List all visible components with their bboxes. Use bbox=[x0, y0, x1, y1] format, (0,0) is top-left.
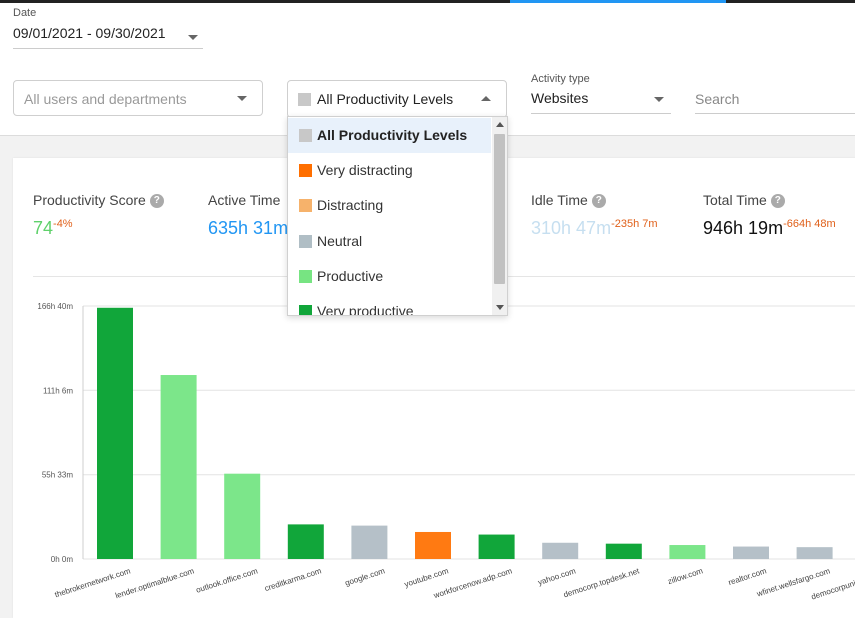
y-tick-label: 166h 40m bbox=[37, 302, 73, 311]
productivity-level-select[interactable]: All Productivity Levels bbox=[287, 80, 507, 118]
bar[interactable] bbox=[415, 531, 451, 559]
bar[interactable] bbox=[605, 543, 642, 559]
date-label: Date bbox=[13, 7, 37, 19]
users-departments-select[interactable]: All users and departments bbox=[13, 80, 263, 116]
option-swatch bbox=[299, 270, 312, 283]
total-time-value: 946h 19m-664h 48m bbox=[703, 218, 836, 238]
total-time-title: Total Time? bbox=[703, 192, 785, 209]
dropdown-option-productive[interactable]: Productive bbox=[288, 259, 491, 294]
x-tick-label: youtube.com bbox=[403, 566, 450, 589]
active-time-title: Active Time bbox=[208, 192, 281, 208]
bar[interactable] bbox=[478, 534, 515, 559]
scroll-up-arrow-icon[interactable] bbox=[496, 122, 504, 127]
bar[interactable] bbox=[287, 524, 324, 559]
option-swatch bbox=[299, 199, 312, 212]
x-tick-label: realtor.com bbox=[727, 566, 768, 587]
activity-type-underline bbox=[531, 113, 671, 114]
y-tick-label: 111h 6m bbox=[43, 386, 73, 395]
x-tick-label: creditkarma.com bbox=[263, 566, 322, 593]
bar[interactable] bbox=[351, 525, 388, 559]
bar[interactable] bbox=[224, 473, 261, 559]
productivity-score-title: Productivity Score? bbox=[33, 192, 164, 209]
idle-time-value: 310h 47m-235h 7m bbox=[531, 218, 658, 238]
x-tick-label: outlook.office.com bbox=[195, 566, 259, 595]
option-swatch bbox=[299, 305, 312, 315]
dropdown-option-neutral[interactable]: Neutral bbox=[288, 224, 491, 259]
productivity-score-value: 74-4% bbox=[33, 218, 73, 238]
bar[interactable] bbox=[97, 307, 133, 559]
chevron-down-icon[interactable] bbox=[188, 35, 198, 40]
option-swatch bbox=[299, 164, 312, 177]
x-tick-label: zillow.com bbox=[667, 566, 705, 586]
idle-time-delta: -235h 7m bbox=[611, 218, 658, 230]
bar[interactable] bbox=[733, 546, 769, 559]
idle-time-title: Idle Time? bbox=[531, 192, 606, 209]
top-bar bbox=[0, 0, 855, 3]
option-swatch bbox=[299, 235, 312, 248]
date-underline bbox=[13, 48, 203, 49]
activity-type-select[interactable]: Websites bbox=[531, 90, 589, 106]
filter-bar: Date 09/01/2021 - 09/30/2021 All users a… bbox=[0, 3, 855, 136]
bar[interactable] bbox=[160, 375, 197, 559]
help-icon[interactable]: ? bbox=[591, 194, 606, 209]
dropdown-option-very-distracting[interactable]: Very distracting bbox=[288, 153, 491, 188]
chevron-down-icon bbox=[237, 96, 247, 101]
scrollbar-thumb[interactable] bbox=[494, 134, 505, 284]
dropdown-option-all[interactable]: All Productivity Levels bbox=[288, 118, 491, 153]
date-range-input[interactable]: 09/01/2021 - 09/30/2021 bbox=[13, 25, 166, 41]
bar[interactable] bbox=[669, 545, 706, 559]
productivity-level-dropdown: All Productivity Levels Very distracting… bbox=[287, 116, 508, 316]
activity-type-label: Activity type bbox=[531, 73, 590, 85]
active-tab-indicator bbox=[510, 0, 726, 3]
chevron-down-icon[interactable] bbox=[654, 97, 664, 102]
y-tick-label: 55h 33m bbox=[42, 471, 73, 480]
help-icon[interactable]: ? bbox=[770, 194, 785, 209]
option-swatch bbox=[299, 129, 312, 142]
x-tick-label: google.com bbox=[344, 566, 386, 587]
productivity-score-delta: -4% bbox=[53, 218, 73, 230]
bar[interactable] bbox=[542, 542, 579, 559]
productivity-level-value: All Productivity Levels bbox=[317, 91, 454, 107]
users-departments-placeholder: All users and departments bbox=[24, 91, 187, 107]
x-tick-label: yahoo.com bbox=[537, 566, 577, 587]
bar[interactable] bbox=[796, 547, 833, 559]
selected-level-swatch bbox=[298, 93, 311, 106]
dropdown-scrollbar[interactable] bbox=[492, 117, 507, 315]
y-tick-label: 0h 0m bbox=[51, 555, 74, 564]
active-time-value: 635h 31m bbox=[208, 218, 289, 238]
dropdown-option-very-productive[interactable]: Very productive bbox=[288, 294, 491, 315]
dropdown-option-distracting[interactable]: Distracting bbox=[288, 188, 491, 223]
search-input[interactable]: Search bbox=[695, 91, 740, 107]
search-underline bbox=[695, 113, 855, 114]
total-time-delta: -664h 48m bbox=[783, 218, 836, 230]
chevron-up-icon bbox=[481, 96, 491, 101]
help-icon[interactable]: ? bbox=[149, 194, 164, 209]
scroll-down-arrow-icon[interactable] bbox=[496, 305, 504, 310]
